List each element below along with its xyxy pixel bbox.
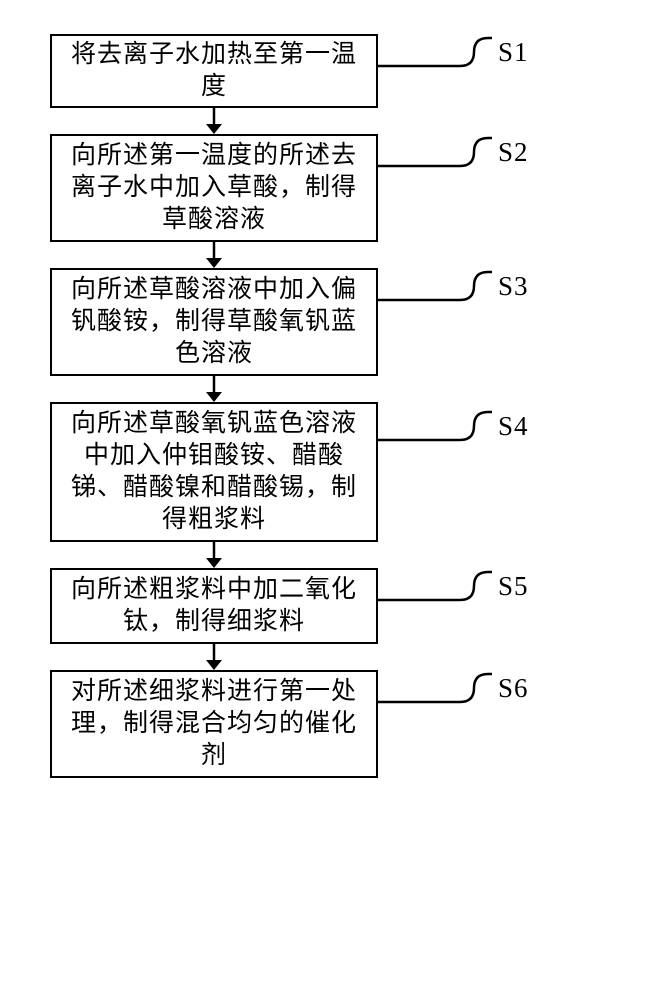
step-label-connector: S6 bbox=[378, 670, 529, 706]
flow-step-box: 向所述草酸溶液中加入偏钒酸铵，制得草酸氧钒蓝色溶液 bbox=[50, 268, 378, 376]
flow-step-box: 向所述第一温度的所述去离子水中加入草酸，制得草酸溶液 bbox=[50, 134, 378, 242]
step-label-connector: S1 bbox=[378, 34, 529, 70]
step-label: S5 bbox=[494, 571, 529, 602]
step-label-connector: S4 bbox=[378, 408, 529, 444]
step-label: S2 bbox=[494, 137, 529, 168]
flow-arrow bbox=[50, 108, 378, 134]
flow-step-box: 向所述草酸氧钒蓝色溶液中加入仲钼酸铵、醋酸锑、醋酸镍和醋酸锡，制得粗浆料 bbox=[50, 402, 378, 542]
flow-arrow bbox=[50, 376, 378, 402]
step-label: S6 bbox=[494, 673, 529, 704]
flow-step-box: 向所述粗浆料中加二氧化钛，制得细浆料 bbox=[50, 568, 378, 644]
flow-arrow bbox=[50, 542, 378, 568]
step-label: S4 bbox=[494, 411, 529, 442]
step-label-connector: S5 bbox=[378, 568, 529, 604]
flow-step-box: 将去离子水加热至第一温度 bbox=[50, 34, 378, 108]
flow-arrow bbox=[50, 242, 378, 268]
flow-arrow bbox=[50, 644, 378, 670]
flow-step-box: 对所述细浆料进行第一处理，制得混合均匀的催化剂 bbox=[50, 670, 378, 778]
step-label-connector: S3 bbox=[378, 268, 529, 304]
step-label-connector: S2 bbox=[378, 134, 529, 170]
step-label: S1 bbox=[494, 37, 529, 68]
step-label: S3 bbox=[494, 271, 529, 302]
